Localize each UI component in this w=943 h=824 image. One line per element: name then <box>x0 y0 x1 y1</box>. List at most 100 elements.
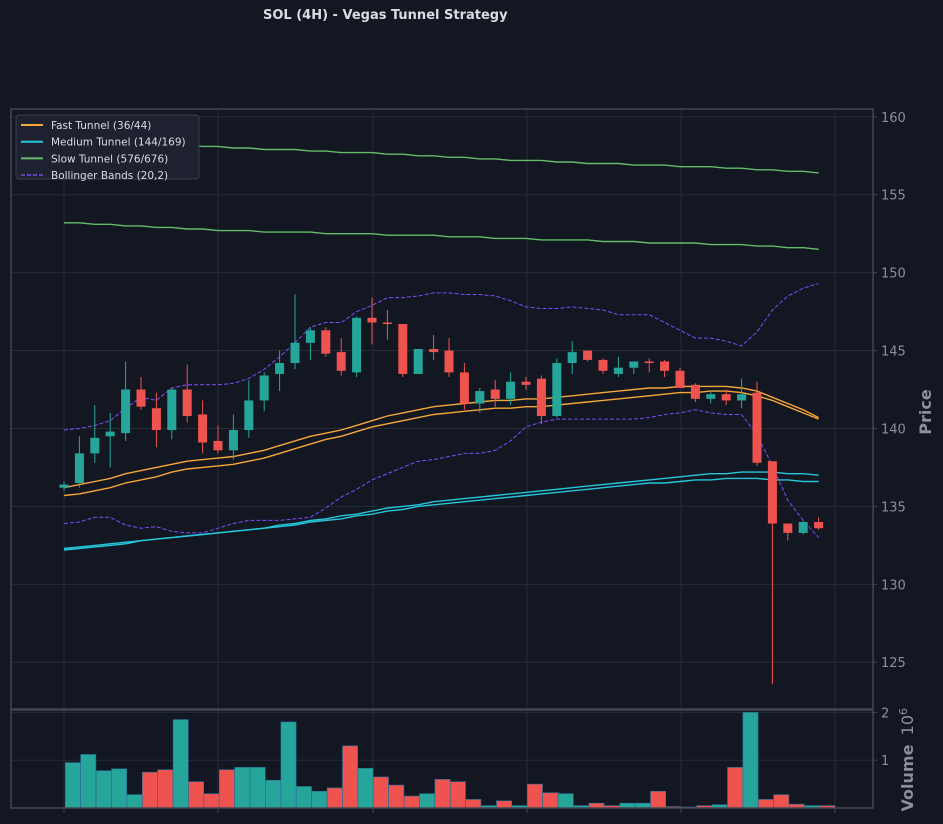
candle-body <box>690 384 700 399</box>
candle-body <box>567 352 577 364</box>
volume-bar <box>234 767 251 809</box>
candle-body <box>290 342 300 364</box>
price-ytick-label: 160 <box>881 111 906 126</box>
volume-bar <box>188 781 204 809</box>
volume-bar <box>434 779 451 809</box>
candle-body <box>521 381 531 385</box>
candle-body <box>105 431 115 437</box>
candle-body <box>475 391 485 404</box>
candle-body <box>752 392 762 463</box>
volume-bar <box>311 790 328 809</box>
volume-bar <box>650 790 666 809</box>
volume-bar <box>203 793 220 809</box>
candle-body <box>798 521 808 533</box>
candle-body <box>675 370 685 388</box>
candle-body <box>613 367 623 374</box>
candle-body <box>259 375 269 401</box>
candle-body <box>382 322 392 325</box>
volume-bar <box>419 793 435 809</box>
volume-bar <box>142 771 158 809</box>
volume-bar <box>542 792 559 809</box>
price-ytick-label: 145 <box>881 345 906 360</box>
volume-scale-label: 106 <box>897 708 917 735</box>
candle-body <box>275 363 285 374</box>
candle-body <box>629 361 639 368</box>
price-ytick-label: 125 <box>881 656 906 671</box>
candle-body <box>506 381 516 399</box>
volume-bar <box>172 719 189 809</box>
candle-body <box>598 359 608 371</box>
volume-bar <box>342 745 358 809</box>
series-line-3-0 <box>63 283 819 431</box>
candle-body <box>583 350 593 360</box>
candle-body <box>244 400 254 431</box>
candle-body <box>167 389 177 431</box>
volume-bar <box>773 794 790 809</box>
price-ytick-label: 140 <box>881 422 906 437</box>
candle-body <box>444 350 454 373</box>
candle-body <box>660 361 670 371</box>
volume-bar <box>265 779 281 809</box>
volume-bar <box>449 781 466 809</box>
volume-bar <box>526 783 543 809</box>
candle-body <box>737 394 747 401</box>
candle-body <box>536 378 546 417</box>
volume-bar <box>249 767 266 809</box>
candle-body <box>136 389 146 407</box>
candle-body <box>413 349 423 374</box>
volume-ytick-label: 1 <box>881 754 889 769</box>
candle-body <box>429 349 439 353</box>
volume-bar <box>326 787 343 809</box>
candle-body <box>74 453 84 484</box>
candle-body <box>198 414 208 443</box>
candle-body <box>121 389 131 434</box>
legend-label: Bollinger Bands (20,2) <box>51 170 168 182</box>
volume-bar <box>557 793 574 809</box>
candle-body <box>490 389 500 399</box>
volume-bar <box>111 768 127 809</box>
candle-body <box>367 317 377 323</box>
volume-bar <box>757 799 774 809</box>
legend-label: Slow Tunnel (576/676) <box>51 153 168 165</box>
legend-label: Fast Tunnel (36/44) <box>51 120 151 132</box>
price-axis-label: Price <box>916 389 935 435</box>
candle-body <box>228 430 238 451</box>
chart-title: SOL (4H) - Vegas Tunnel Strategy <box>263 8 508 23</box>
volume-bar <box>357 768 374 809</box>
volume-bar <box>496 800 512 809</box>
candle-body <box>398 324 408 374</box>
volume-bar <box>65 762 81 809</box>
price-ytick-label: 150 <box>881 267 906 282</box>
volume-axis-label: Volume <box>898 744 917 811</box>
volume-bar <box>403 795 420 809</box>
candle-body <box>721 394 731 401</box>
volume-bar <box>727 767 743 809</box>
series-line-3-1 <box>63 409 819 538</box>
candle-body <box>305 330 315 343</box>
price-ytick-label: 130 <box>881 578 906 593</box>
candle-body <box>59 484 69 488</box>
price-ytick-label: 135 <box>881 500 906 515</box>
candle-body <box>783 523 793 533</box>
candle-body <box>459 372 469 404</box>
volume-bar <box>80 754 97 809</box>
volume-bar <box>219 769 235 809</box>
series-line-0-0 <box>63 385 819 489</box>
volume-bar <box>465 799 482 809</box>
candle-body <box>352 317 362 373</box>
volume-bar <box>295 786 312 809</box>
legend: Fast Tunnel (36/44) Medium Tunnel (144/16… <box>15 114 200 182</box>
volume-bar <box>126 794 143 809</box>
price-plot-frame <box>10 108 874 710</box>
candle-body <box>706 394 716 399</box>
volume-bar <box>388 784 405 809</box>
volume-bar <box>372 776 389 809</box>
series-line-2-1 <box>64 222 819 250</box>
candle-body <box>767 461 777 524</box>
volume-bar <box>742 712 759 809</box>
candle-body <box>814 521 824 529</box>
candle-body <box>213 440 223 451</box>
legend-box <box>15 114 200 180</box>
candle-body <box>321 330 331 354</box>
